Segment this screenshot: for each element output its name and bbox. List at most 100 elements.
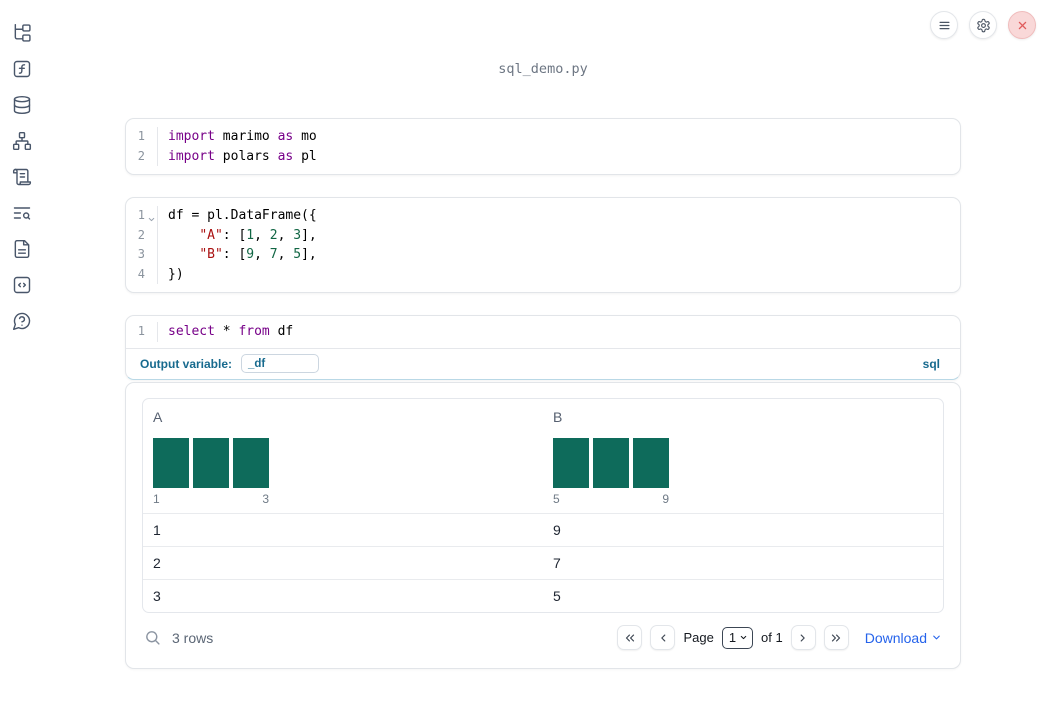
histogram-bar[interactable] [193,437,229,488]
table-footer: 3 rows Page 1 of 1 [142,624,944,652]
helper-sidebar [0,0,44,713]
code-line: select * from df [168,324,294,339]
histogram-axis-label: 1 [153,491,160,506]
fold-chevron-icon[interactable] [147,211,156,231]
sidebar-item-documentation[interactable] [12,239,32,259]
page-select[interactable]: 1 [721,626,754,649]
chevron-down-icon [740,635,747,640]
menu-button[interactable] [930,11,958,39]
row-count: 3 rows [172,629,214,646]
histogram-bar[interactable] [153,437,189,488]
table-cell: 7 [553,554,561,571]
code-line: "A": [1, 2, 3], [199,227,317,243]
last-page-button[interactable] [823,625,849,650]
page-label: Page [683,630,714,645]
output-variable-label: Output variable: [140,356,233,371]
sidebar-item-dependencies[interactable] [12,131,32,151]
next-page-button[interactable] [790,625,816,650]
sidebar-item-file-explorer[interactable] [12,23,32,43]
histogram-bar[interactable] [553,437,589,488]
notebook-filename: sql_demo.py [498,61,588,77]
chevron-right-icon [800,634,805,641]
code-line: df = pl.DataFrame({ [168,208,317,223]
line-number: 1 [137,324,145,338]
code-editor[interactable]: import marimo as mo import polars as pl [158,127,960,166]
line-number: 2 [137,227,145,242]
code-editor[interactable]: df = pl.DataFrame({ "A": [1, 2, 3], "B":… [158,206,960,284]
histogram-axis-label: 9 [662,491,669,506]
chevrons-right-icon [832,634,841,641]
column-name[interactable]: A [153,408,163,425]
settings-button[interactable] [969,11,997,39]
histogram-bar[interactable] [633,437,669,488]
code-line: import polars as pl [168,148,317,164]
close-icon [1018,21,1026,29]
file-tree-icon [14,23,31,42]
table-cell: 3 [153,587,161,604]
page-of-label: of 1 [761,630,783,645]
histogram-bar[interactable] [233,437,269,488]
line-number: 1 [126,206,157,226]
code-line: }) [168,266,184,282]
function-icon [13,60,31,78]
download-button[interactable]: Download [865,630,942,646]
sidebar-item-snippets[interactable] [12,275,32,295]
first-page-button[interactable] [617,625,643,650]
database-icon [13,95,31,115]
sql-cell-footer: Output variable: _df sql [126,347,960,379]
document-icon [14,239,30,259]
histogram-axis-label: 3 [262,491,269,506]
search-icon[interactable] [144,629,161,646]
line-number: 3 [137,247,145,261]
help-icon [12,312,31,331]
table-cell: 1 [153,521,161,538]
chevron-left-icon [661,634,666,641]
sidebar-item-data-sources[interactable] [12,95,32,115]
code-line: import marimo as mo [168,129,317,144]
table-cell: 2 [153,554,161,571]
menu-icon [939,21,949,29]
scroll-icon [12,168,32,186]
line-number: 4 [137,266,145,281]
histogram-axis-label: 5 [553,491,560,506]
sql-cell[interactable]: 1 select * from df Output variable: _df … [125,315,961,380]
sidebar-item-logs[interactable] [12,167,32,187]
line-numbers: 1 [126,322,158,342]
language-badge: sql [922,356,940,371]
column-name[interactable]: B [553,408,563,425]
shutdown-button[interactable] [1008,11,1036,39]
histogram-bar[interactable] [593,437,629,488]
prev-page-button[interactable] [650,625,676,650]
sidebar-item-help[interactable] [12,311,32,331]
table-cell: 9 [553,521,561,538]
chevron-down-icon [933,635,940,640]
download-label: Download [864,629,927,646]
notebook-actions [930,11,1036,39]
page-select-value: 1 [728,630,737,645]
sidebar-item-variables[interactable] [12,59,32,79]
gear-icon [976,18,990,32]
sidebar-item-outline[interactable] [12,203,32,223]
code-line: "B": [9, 7, 5], [199,247,317,262]
output-variable-input[interactable]: _df [241,354,320,373]
snippets-icon [13,276,31,294]
line-number: 2 [137,148,145,163]
code-editor[interactable]: select * from df [158,322,960,342]
line-number: 1 [137,129,145,143]
list-search-icon [13,207,31,220]
